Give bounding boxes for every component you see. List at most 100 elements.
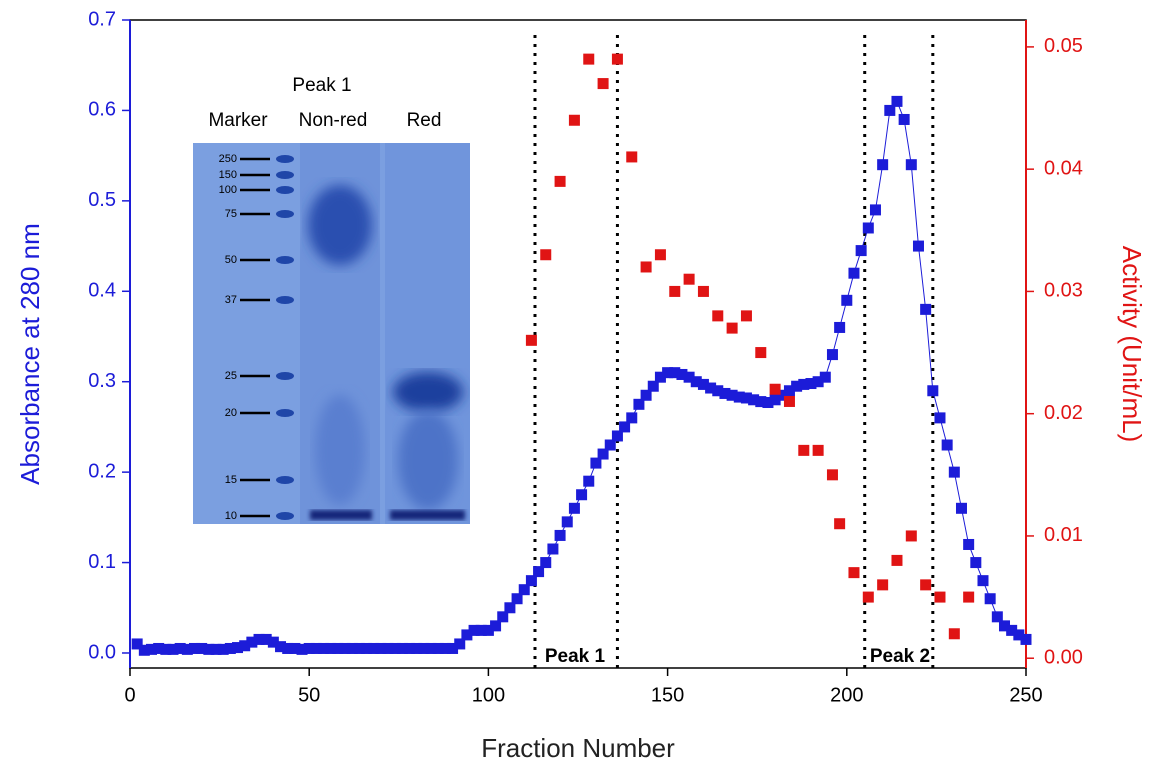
data-point: [662, 367, 674, 379]
data-point: [547, 543, 559, 555]
data-point: [633, 398, 645, 410]
y2-tick-label: 0.05: [1044, 35, 1083, 57]
y2-tick-label: 0.01: [1044, 524, 1083, 546]
data-point: [224, 642, 236, 654]
data-point: [676, 368, 688, 380]
data-point: [361, 642, 373, 654]
data-point: [160, 643, 172, 655]
data-point: [884, 104, 896, 116]
data-point: [712, 385, 724, 397]
data-point: [590, 457, 602, 469]
data-point: [991, 611, 1003, 623]
data-point: [805, 378, 817, 390]
data-point: [432, 642, 444, 654]
data-point: [769, 394, 781, 406]
x-tick-label: 250: [1009, 684, 1042, 706]
ladder-band: [276, 210, 294, 218]
data-point: [368, 642, 380, 654]
data-point: [862, 222, 874, 234]
data-point: [891, 554, 903, 566]
data-point: [482, 624, 494, 636]
peak-label: Peak 1: [545, 646, 606, 667]
data-point: [454, 638, 466, 650]
data-point: [540, 557, 552, 569]
data-point: [948, 466, 960, 478]
data-point: [726, 389, 738, 401]
data-point: [525, 334, 537, 346]
data-point: [504, 602, 516, 614]
data-point: [296, 643, 308, 655]
ladder-label: 20: [225, 407, 237, 419]
gel-band: [308, 185, 372, 265]
data-point: [841, 294, 853, 306]
data-point: [289, 642, 301, 654]
data-point: [862, 591, 874, 603]
data-point: [683, 371, 695, 383]
x-tick-label: 50: [298, 684, 320, 706]
data-point: [912, 240, 924, 252]
data-point: [1020, 633, 1032, 645]
ladder-label: 37: [225, 294, 237, 306]
data-point: [855, 245, 867, 257]
data-point: [232, 642, 244, 654]
gel-smear: [315, 395, 365, 505]
data-point: [934, 412, 946, 424]
ladder-label: 50: [225, 254, 237, 266]
data-point: [977, 575, 989, 587]
data-point: [898, 113, 910, 125]
data-point: [748, 394, 760, 406]
data-point: [490, 620, 502, 632]
data-point: [920, 579, 932, 591]
ladder-label: 75: [225, 208, 237, 220]
data-point: [282, 642, 294, 654]
data-point: [518, 584, 530, 596]
data-point: [525, 575, 537, 587]
data-point: [755, 396, 767, 408]
gel-band: [390, 510, 465, 520]
x-axis-label: Fraction Number: [481, 733, 675, 763]
data-point: [705, 382, 717, 394]
ladder-band: [276, 409, 294, 417]
data-point: [719, 387, 731, 399]
data-point: [310, 642, 322, 654]
data-point: [554, 529, 566, 541]
data-point: [138, 644, 150, 656]
y2-tick-label: 0.02: [1044, 402, 1083, 424]
ladder-band: [276, 155, 294, 163]
y-tick-label: 0.5: [88, 189, 116, 211]
data-point: [834, 321, 846, 333]
gel-inset: [193, 143, 470, 524]
data-point: [533, 566, 545, 578]
data-point: [568, 502, 580, 514]
x-tick-label: 150: [651, 684, 684, 706]
peak-label: Peak 2: [870, 646, 930, 667]
x-tick-label: 100: [472, 684, 505, 706]
y-tick-label: 0.3: [88, 370, 116, 392]
data-point: [819, 371, 831, 383]
gel-smear: [398, 410, 458, 510]
data-point: [733, 391, 745, 403]
gel-band: [393, 372, 463, 412]
data-point: [848, 267, 860, 279]
y-axis-label: Absorbance at 280 nm: [15, 223, 45, 485]
data-point: [418, 642, 430, 654]
lane-label: Marker: [208, 110, 268, 131]
ladder-label: 100: [219, 184, 237, 196]
data-point: [217, 643, 229, 655]
data-point: [654, 371, 666, 383]
data-point: [339, 642, 351, 654]
data-point: [869, 204, 881, 216]
ladder-band: [276, 476, 294, 484]
data-point: [468, 624, 480, 636]
data-point: [669, 367, 681, 379]
data-point: [798, 378, 810, 390]
data-point: [375, 642, 387, 654]
ladder-label: 150: [219, 169, 237, 181]
data-point: [353, 642, 365, 654]
data-point: [740, 392, 752, 404]
data-point: [267, 636, 279, 648]
data-point: [984, 593, 996, 605]
data-point: [246, 636, 258, 648]
data-point: [511, 593, 523, 605]
data-point: [303, 642, 315, 654]
